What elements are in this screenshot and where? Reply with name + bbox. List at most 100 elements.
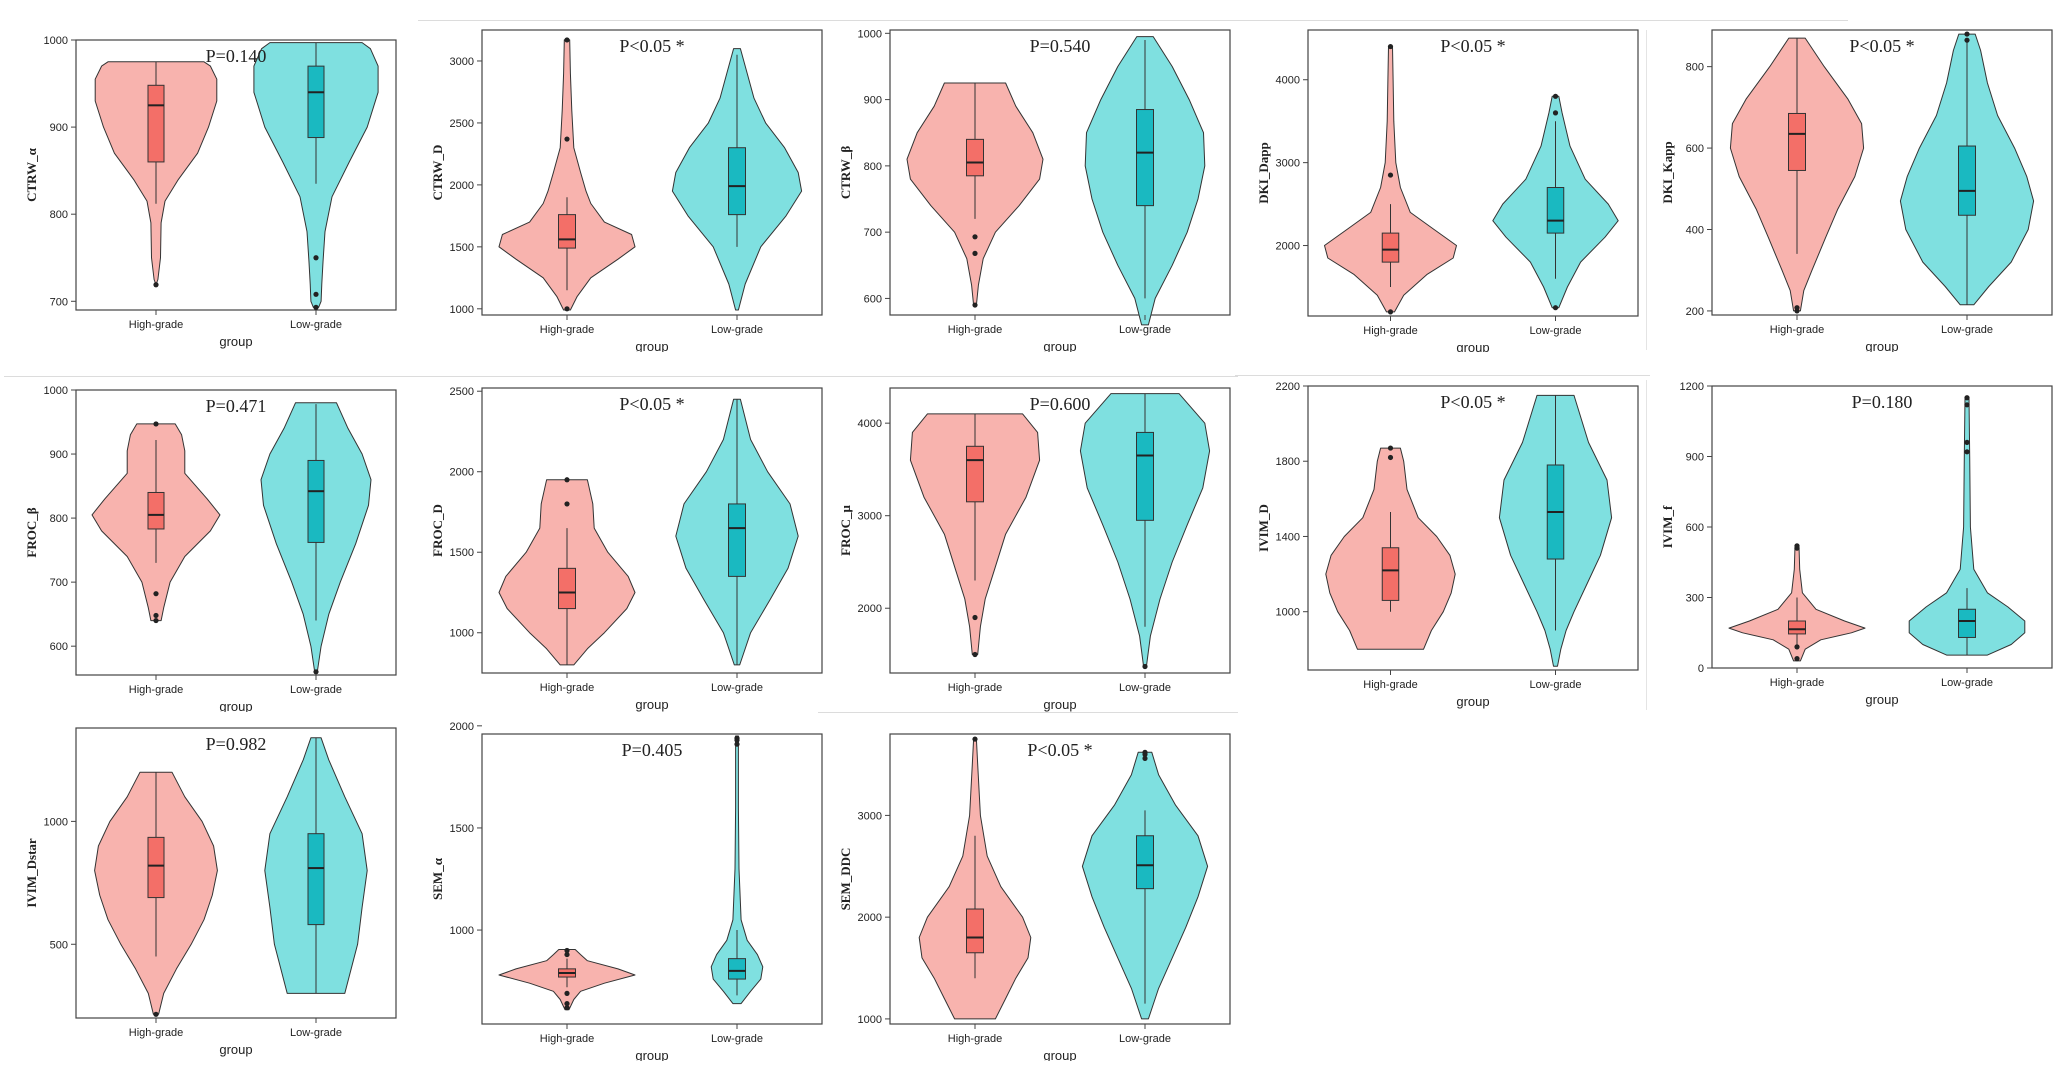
y-tick-label: 1000 (1276, 607, 1300, 619)
x-axis-label: group (1456, 340, 1489, 352)
x-axis-label: group (219, 1042, 252, 1057)
x-tick-label: Low-grade (1119, 324, 1171, 336)
iqr-box (307, 459, 325, 543)
y-tick-label: 900 (864, 95, 882, 107)
x-tick-label: High-grade (1770, 324, 1824, 336)
outlier-point (1964, 31, 1970, 37)
outlier-point (972, 234, 978, 240)
outlier-point (972, 736, 978, 742)
p-value-annotation: P=0.180 (1852, 392, 1913, 412)
x-axis-label: group (1865, 339, 1898, 352)
y-tick-label: 2200 (1276, 382, 1300, 393)
violin-high-grade (498, 39, 636, 311)
outlier-point (153, 612, 159, 619)
y-tick-label: 700 (50, 296, 68, 308)
y-axis-label: IVIM_f (1660, 505, 1675, 548)
x-axis-label: group (1043, 1048, 1076, 1061)
iqr-box (1381, 547, 1400, 601)
iqr-box (1788, 620, 1806, 635)
outlier-point (1142, 663, 1148, 670)
p-value-annotation: P=0.982 (206, 734, 267, 754)
y-tick-label: 500 (50, 939, 68, 951)
y-axis-label: IVIM_D (1256, 504, 1271, 552)
outlier-point (972, 302, 978, 308)
y-tick-label: 0 (1698, 663, 1704, 675)
outlier-point (1964, 439, 1970, 445)
outlier-point (313, 255, 319, 261)
x-tick-label: High-grade (948, 324, 1002, 336)
x-tick-label: Low-grade (711, 682, 763, 694)
violin-chart-7: 1000 1500 2000 2500 High-grade Low-grade group… (430, 386, 823, 712)
iqr-box (1546, 187, 1565, 234)
y-tick-label: 1500 (450, 823, 474, 835)
outlier-point (564, 136, 570, 142)
x-axis-label: group (635, 697, 668, 712)
y-tick-label: 300 (1686, 593, 1704, 605)
outlier-point (153, 591, 159, 597)
outlier-point (1794, 644, 1800, 650)
outlier-point (1794, 656, 1800, 662)
y-axis-label: CTRW_α (24, 147, 39, 201)
violin-chart-13: 1000 2000 3000 High-grade Low-grade group SEM_… (838, 733, 1231, 1061)
panel-separator (1235, 375, 1650, 376)
violin-chart-12: 1000 1500 2000 High-grade Low-grade group SEM_… (430, 721, 823, 1061)
violin-chart-9: 1000 1400 1800 2200 High-grade Low-grade group… (1256, 382, 1639, 709)
x-tick-label: High-grade (540, 682, 594, 694)
outlier-point (1552, 110, 1559, 116)
y-tick-label: 600 (1686, 143, 1704, 155)
iqr-box (1381, 232, 1400, 263)
y-tick-label: 1000 (858, 28, 882, 40)
outlier-point (564, 501, 570, 507)
y-tick-label: 1000 (44, 816, 68, 828)
iqr-box (147, 836, 165, 899)
x-tick-label: High-grade (129, 1027, 183, 1039)
y-axis-label: FROC_D (430, 504, 445, 557)
y-tick-label: 900 (50, 449, 68, 461)
p-value-annotation: P<0.05 * (619, 394, 684, 414)
outlier-point (153, 1011, 159, 1017)
y-tick-label: 900 (50, 122, 68, 134)
x-tick-label: Low-grade (290, 684, 342, 696)
outlier-point (972, 651, 978, 658)
x-tick-label: Low-grade (1119, 1033, 1171, 1045)
x-axis-label: group (1456, 694, 1489, 709)
outlier-point (1387, 172, 1394, 178)
x-axis-label: group (1043, 697, 1076, 712)
plot-area (1307, 29, 1639, 317)
outlier-point (153, 617, 159, 624)
p-value-annotation: P<0.05 * (619, 36, 684, 56)
x-tick-label: Low-grade (1530, 679, 1582, 691)
violin-chart-1: 700 800 900 1000 High-grade Low-grade group CTR… (24, 35, 397, 349)
y-tick-label: 800 (864, 161, 882, 173)
iqr-box (307, 65, 325, 139)
outlier-point (1142, 751, 1148, 757)
y-tick-label: 2000 (858, 912, 882, 924)
x-tick-label: High-grade (948, 682, 1002, 694)
outlier-point (313, 291, 319, 297)
panel-separator (1646, 380, 1647, 710)
y-axis-label: IVIM_Dstar (24, 838, 39, 908)
y-tick-label: 2500 (450, 386, 474, 398)
y-tick-label: 1000 (44, 35, 68, 47)
y-tick-label: 1800 (1276, 456, 1300, 468)
violin-chart-10: 0 300 600 900 1200 High-grade Low-grade group IV… (1660, 382, 2053, 707)
p-value-annotation: P=0.540 (1030, 36, 1091, 56)
y-tick-label: 4000 (1276, 75, 1300, 87)
x-tick-label: High-grade (948, 1033, 1002, 1045)
outlier-point (1964, 395, 1970, 401)
outlier-point (313, 669, 319, 675)
violin-chart-6: 600 700 800 900 1000 High-grade Low-grade group… (24, 385, 397, 712)
iqr-box (1958, 608, 1976, 638)
y-tick-label: 2000 (450, 180, 474, 192)
outlier-point (564, 951, 570, 958)
y-tick-label: 2000 (450, 721, 474, 733)
p-value-annotation: P<0.05 * (1849, 36, 1914, 56)
y-axis-label: DKI_Dapp (1256, 142, 1271, 203)
y-axis-label: CTRW_D (430, 145, 445, 201)
x-tick-label: High-grade (540, 1033, 594, 1045)
p-value-annotation: P=0.405 (622, 740, 683, 760)
x-axis-label: group (635, 1048, 668, 1061)
outlier-point (153, 282, 159, 288)
p-value-annotation: P<0.05 * (1027, 740, 1092, 760)
x-axis-label: group (219, 334, 252, 349)
